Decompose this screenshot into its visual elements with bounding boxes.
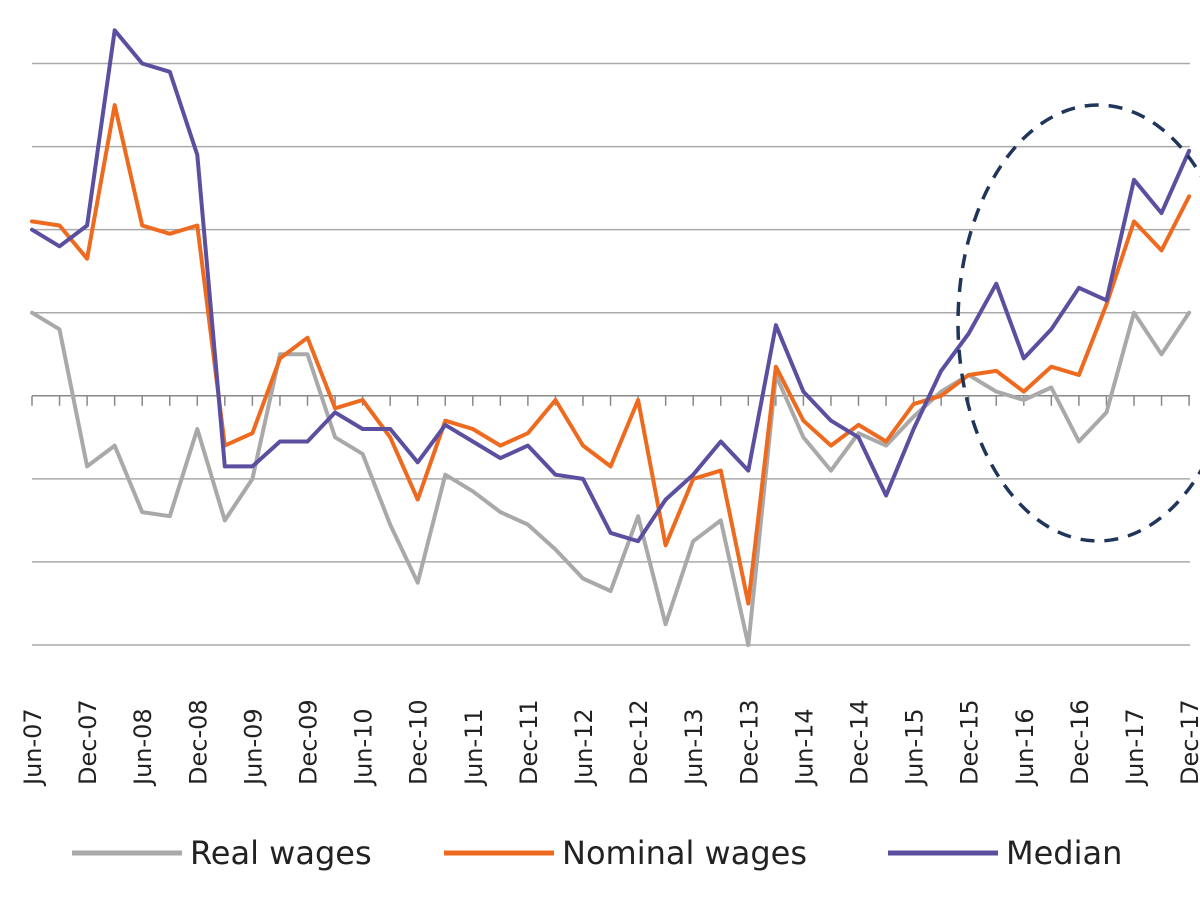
x-tick-label: Dec-10 xyxy=(405,699,433,785)
x-tick-label: Jun-17 xyxy=(1121,708,1149,787)
legend: Real wages Nominal wages Median xyxy=(72,834,1122,872)
x-tick-label: Jun-08 xyxy=(129,708,157,787)
x-tick-label: Dec-12 xyxy=(625,699,653,785)
annotations xyxy=(956,103,1200,543)
x-tick-label: Dec-17 xyxy=(1176,699,1200,785)
x-tick-label: Dec-09 xyxy=(295,699,323,785)
x-tick-label: Dec-16 xyxy=(1066,699,1094,785)
x-tick-label: Jun-15 xyxy=(901,708,929,787)
x-tick-label: Dec-08 xyxy=(184,699,212,785)
legend-label-median: Median xyxy=(1006,834,1122,872)
x-tick-label: Jun-13 xyxy=(680,708,708,787)
x-axis: Jun-07 Dec-07 Jun-08 Dec-08 Jun-09 Dec-09 Jun-… xyxy=(19,395,1200,787)
legend-label-real-wages: Real wages xyxy=(190,834,372,872)
x-tick-label: Jun-12 xyxy=(570,708,598,787)
x-tick-label: Dec-07 xyxy=(74,699,102,785)
series-line-real-wages xyxy=(30,310,1192,647)
x-tick-label: Jun-09 xyxy=(239,708,267,787)
x-tick-label: Jun-14 xyxy=(790,708,818,787)
gridlines xyxy=(32,62,1190,646)
x-tick-label: Dec-11 xyxy=(515,699,543,785)
x-tick-label: Dec-13 xyxy=(735,699,763,785)
series-lines xyxy=(30,28,1192,647)
legend-label-nominal-wages: Nominal wages xyxy=(562,834,807,872)
x-tick-label: Jun-07 xyxy=(19,708,47,787)
x-tick-label: Dec-15 xyxy=(956,699,984,785)
series-line-median xyxy=(30,28,1192,544)
highlight-ellipse xyxy=(956,103,1200,543)
x-tick-label: Dec-14 xyxy=(846,699,874,785)
x-tick-label: Jun-10 xyxy=(350,708,378,787)
x-tick-label: Jun-16 xyxy=(1011,708,1039,787)
x-tick-label: Jun-11 xyxy=(460,708,488,787)
